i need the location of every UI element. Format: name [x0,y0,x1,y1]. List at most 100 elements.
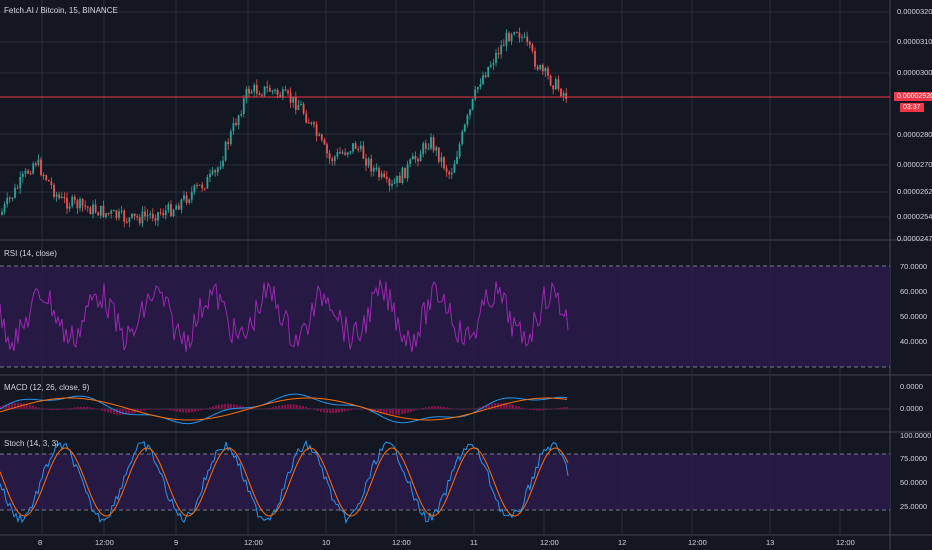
macd-histogram-bar [131,409,133,414]
candle-body [170,204,172,217]
macd-histogram-bar [167,409,169,410]
candle-body [518,32,521,38]
time-axis-label: 12 [618,538,627,547]
macd-histogram-bar [263,408,265,410]
candle-body [271,90,274,92]
macd-histogram-bar [0,406,1,409]
macd-histogram-bar [380,409,382,413]
candle-body [266,86,269,88]
candle-body [313,122,315,125]
macd-histogram-bar [86,406,88,409]
candle-body [302,104,305,114]
candle-body [349,151,352,153]
macd-histogram-bar [59,409,61,410]
candle-body [245,88,248,99]
macd-histogram-bar [290,404,292,409]
candle-body [99,205,102,216]
macd-histogram-bar [329,409,331,414]
candle-body [331,158,334,162]
macd-histogram-bar [293,404,295,409]
candle-body [557,79,560,89]
macd-histogram-bar [326,409,328,413]
candle-body [227,141,230,145]
macd-histogram-bar [212,406,214,409]
macd-histogram-bar [383,409,385,414]
candle-body [458,144,461,157]
candle-body [102,205,105,218]
candle-body [45,175,48,181]
macd-histogram-bar [17,402,19,409]
candle-body [292,96,295,103]
candle-body [432,137,435,151]
candle-body [487,66,490,77]
macd-histogram-bar [80,406,82,409]
macd-histogram-bar [536,409,538,411]
macd-histogram-bar [272,407,274,409]
candle-body [203,188,206,190]
macd-histogram-bar [227,403,229,409]
macd-histogram-bar [50,409,52,410]
macd-histogram-bar [392,409,394,415]
candle-body [513,32,516,35]
candle-body [393,182,396,184]
candle-body [47,180,50,182]
macd-histogram-bar [74,407,76,409]
macd-histogram-bar [197,409,199,412]
candle-body [27,170,29,174]
candle-body [357,148,360,150]
candle-body [196,185,198,187]
candle-body [336,152,339,157]
candle-body [310,122,313,124]
candle-body [198,184,201,186]
macd-histogram-bar [410,409,412,412]
candle-body [406,164,409,179]
macd-histogram-bar [338,409,340,413]
candle-body [318,134,321,136]
candle-body [268,87,271,92]
macd-histogram-bar [299,405,301,409]
time-axis-label: 9 [174,538,179,547]
macd-histogram-bar [500,402,502,409]
candle-body [115,210,118,218]
time-axis-label: 11 [470,538,478,547]
macd-histogram-bar [149,409,151,410]
macd-histogram-bar [260,408,262,410]
time-axis-label: 12:00 [688,538,707,547]
candle-body [541,64,544,72]
macd-histogram-bar [113,409,115,415]
macd-histogram-bar [155,408,157,410]
macd-histogram-bar [440,406,442,409]
candle-body [391,183,393,186]
macd-histogram-bar [323,409,325,413]
candle-body [354,143,357,149]
time-axis-label: 12:00 [392,538,411,547]
macd-histogram-bar [83,406,85,409]
candle-body [430,137,432,149]
candle-body [294,96,297,110]
macd-histogram-bar [449,407,451,409]
candle-body [6,197,9,205]
candle-body [53,185,55,197]
candle-body [427,148,430,150]
macd-histogram-bar [14,402,16,409]
candle-body [81,198,84,206]
candle-body [531,44,534,51]
candle-body [424,143,427,149]
macd-histogram-bar [101,409,103,411]
candle-body [261,95,263,97]
macd-histogram-bar [98,409,100,410]
macd-histogram-bar [494,403,496,409]
macd-histogram-bar [35,406,37,409]
stoch-d-line [0,447,569,517]
macd-histogram-bar [470,409,472,410]
candle-body [89,207,92,215]
macd-histogram-bar [137,409,139,413]
time-axis-label: 13 [766,538,775,547]
candle-body [258,93,261,96]
candle-body [248,88,250,94]
candle-body [128,217,131,223]
rsi-band [0,266,890,367]
candle-body [232,122,235,132]
